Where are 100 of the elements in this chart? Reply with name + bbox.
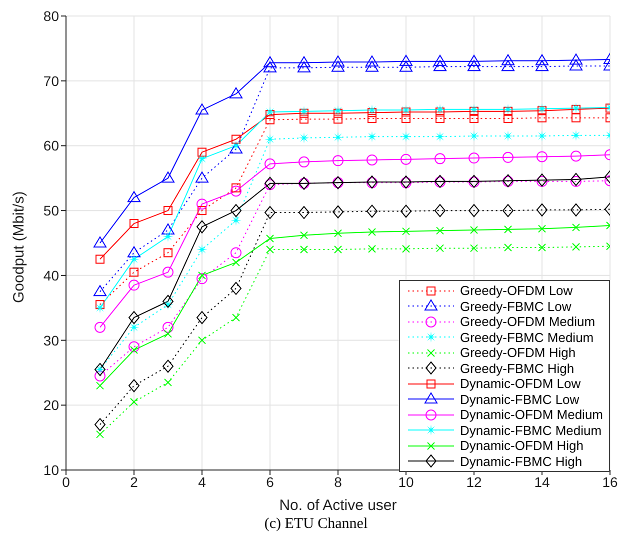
point: [128, 280, 140, 291]
point: [400, 154, 412, 165]
point: [96, 300, 104, 310]
y-tick-label: 50: [43, 202, 60, 219]
point: [468, 152, 480, 164]
point: [196, 311, 208, 324]
point: [298, 56, 310, 68]
legend-label: Greedy-OFDM High: [460, 345, 576, 360]
point: [470, 114, 478, 123]
point: [368, 244, 376, 253]
point: [230, 282, 242, 295]
point: [196, 244, 208, 255]
point: [436, 114, 444, 123]
y-tick-label: 70: [43, 72, 60, 89]
point: [504, 225, 512, 234]
point: [470, 226, 478, 234]
legend-label: Dynamic-OFDM Medium: [460, 407, 603, 422]
point: [434, 54, 446, 66]
point: [196, 220, 208, 234]
point: [196, 153, 208, 164]
point: [94, 285, 106, 296]
point: [502, 104, 514, 115]
point: [230, 204, 242, 218]
point: [164, 206, 172, 216]
point: [94, 370, 106, 382]
point: [402, 114, 410, 123]
point: [264, 61, 276, 72]
point: [536, 130, 548, 142]
point: [198, 336, 206, 344]
point: [94, 418, 106, 432]
point: [232, 314, 240, 322]
point: [130, 346, 138, 354]
point: [502, 60, 514, 72]
point: [266, 115, 274, 124]
point: [436, 107, 444, 116]
point: [368, 108, 376, 118]
point: [298, 132, 310, 144]
y-axis-title: Goodput (Mbit/s): [10, 191, 28, 303]
point: [196, 172, 208, 183]
point: [164, 248, 172, 258]
legend-label: Dynamic-FBMC Low: [460, 392, 580, 407]
point: [198, 206, 206, 216]
point: [334, 245, 342, 254]
point: [230, 87, 242, 98]
legend-label: Dynamic-OFDM High: [460, 438, 584, 454]
point: [468, 204, 480, 218]
point: [198, 271, 206, 280]
point: [300, 245, 308, 254]
point: [400, 131, 412, 142]
legend-label: Dynamic-FBMC High: [460, 454, 582, 469]
point: [536, 203, 548, 216]
point: [230, 186, 242, 197]
point: [470, 244, 478, 252]
point: [230, 247, 242, 258]
point: [94, 322, 106, 333]
point: [502, 54, 514, 66]
point: [402, 227, 410, 236]
point: [196, 198, 208, 210]
x-axis-title: No. of Active user: [279, 497, 397, 514]
legend-label: Greedy-FBMC Medium: [460, 330, 594, 345]
point: [264, 206, 276, 220]
point: [504, 244, 512, 252]
point: [164, 330, 172, 338]
point: [162, 266, 174, 278]
point: [332, 155, 344, 166]
point: [232, 183, 240, 192]
point: [128, 191, 140, 202]
point: [538, 224, 546, 233]
point: [470, 106, 478, 116]
point: [130, 219, 138, 228]
point: [162, 322, 174, 333]
point: [128, 379, 140, 392]
point: [300, 114, 308, 124]
point: [332, 205, 344, 218]
point: [366, 104, 378, 116]
point: [264, 134, 276, 145]
point: [570, 130, 582, 141]
point: [536, 151, 548, 162]
point: [334, 108, 342, 118]
point: [94, 236, 106, 248]
point: [332, 132, 344, 143]
point: [468, 54, 480, 66]
point: [504, 106, 512, 116]
point: [402, 107, 410, 116]
point: [570, 150, 582, 162]
point: [230, 214, 242, 226]
point: [570, 59, 582, 70]
point: [400, 204, 412, 218]
point: [366, 56, 378, 67]
point: [332, 56, 344, 67]
point: [504, 114, 512, 123]
y-tick-label: 40: [43, 267, 60, 284]
point: [164, 378, 172, 386]
point: [128, 311, 140, 324]
point: [366, 60, 378, 72]
point: [570, 172, 582, 186]
y-tick-label: 10: [43, 462, 60, 478]
point: [536, 103, 548, 114]
point: [468, 130, 480, 142]
point: [130, 268, 138, 277]
